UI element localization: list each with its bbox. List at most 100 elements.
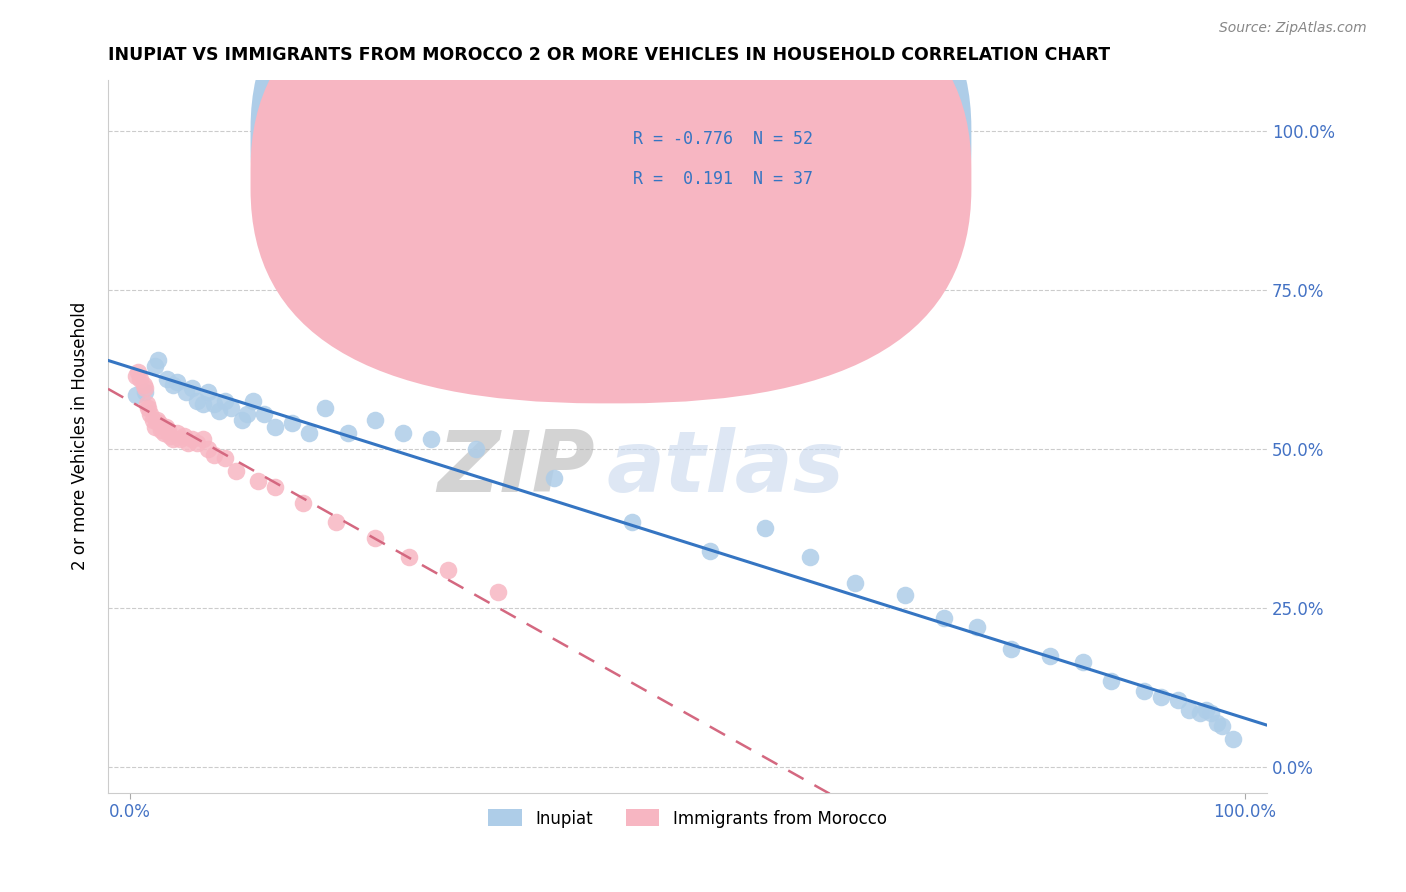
Point	[364, 531, 387, 545]
Point	[1189, 706, 1212, 720]
Point	[1039, 648, 1062, 663]
Point	[297, 425, 319, 440]
Point	[247, 474, 270, 488]
Point	[125, 388, 148, 402]
Point	[392, 425, 415, 440]
Point	[132, 378, 155, 392]
Point	[231, 413, 253, 427]
Point	[202, 448, 225, 462]
Point	[699, 543, 721, 558]
Point	[437, 563, 460, 577]
Point	[420, 433, 443, 447]
Point	[1167, 693, 1189, 707]
Point	[1150, 690, 1173, 705]
Point	[1133, 683, 1156, 698]
Point	[191, 433, 214, 447]
Point	[844, 575, 866, 590]
Point	[208, 403, 231, 417]
Point	[1199, 706, 1222, 720]
Point	[364, 413, 387, 427]
Point	[169, 433, 191, 447]
Text: ZIP: ZIP	[437, 426, 595, 509]
Point	[166, 375, 188, 389]
Point	[162, 433, 184, 447]
Point	[166, 425, 188, 440]
FancyBboxPatch shape	[250, 0, 972, 363]
Point	[150, 423, 173, 437]
Point	[1178, 703, 1201, 717]
Point	[129, 372, 152, 386]
Point	[148, 417, 170, 431]
Point	[264, 419, 287, 434]
Point	[236, 407, 259, 421]
Point	[1000, 642, 1022, 657]
Point	[966, 620, 988, 634]
Point	[214, 394, 236, 409]
Point	[219, 401, 242, 415]
Point	[139, 407, 162, 421]
Point	[253, 407, 276, 421]
Point	[242, 394, 264, 409]
Point	[191, 397, 214, 411]
Point	[159, 429, 181, 443]
Point	[180, 433, 202, 447]
Point	[464, 442, 486, 456]
Point	[177, 435, 200, 450]
Point	[134, 381, 156, 395]
Point	[202, 397, 225, 411]
Point	[1194, 703, 1216, 717]
Point	[142, 413, 165, 427]
Point	[180, 381, 202, 395]
Point	[754, 521, 776, 535]
Point	[225, 464, 247, 478]
Point	[152, 425, 174, 440]
Y-axis label: 2 or more Vehicles in Household: 2 or more Vehicles in Household	[72, 302, 89, 570]
Point	[134, 384, 156, 399]
Point	[143, 419, 166, 434]
Point	[136, 401, 159, 415]
Point	[799, 550, 821, 565]
Point	[932, 610, 955, 624]
Point	[146, 413, 169, 427]
Point	[197, 384, 219, 399]
Point	[893, 588, 915, 602]
Point	[1222, 731, 1244, 746]
Point	[136, 397, 159, 411]
Point	[325, 515, 347, 529]
Point	[186, 435, 208, 450]
Point	[543, 470, 565, 484]
Point	[486, 585, 509, 599]
Point	[186, 394, 208, 409]
Point	[156, 372, 179, 386]
Point	[155, 419, 177, 434]
Point	[398, 550, 420, 565]
Point	[1211, 719, 1233, 733]
Text: atlas: atlas	[606, 426, 845, 509]
Text: R = -0.776  N = 52: R = -0.776 N = 52	[633, 130, 813, 148]
Text: Source: ZipAtlas.com: Source: ZipAtlas.com	[1219, 21, 1367, 35]
Point	[173, 429, 195, 443]
Point	[264, 480, 287, 494]
Point	[214, 451, 236, 466]
FancyBboxPatch shape	[589, 120, 862, 196]
Point	[174, 384, 197, 399]
Point	[197, 442, 219, 456]
Point	[1205, 715, 1227, 730]
Point	[1099, 674, 1122, 689]
Point	[143, 359, 166, 373]
Point	[146, 352, 169, 367]
Point	[157, 423, 180, 437]
Point	[620, 515, 643, 529]
Point	[336, 425, 359, 440]
Point	[314, 401, 336, 415]
FancyBboxPatch shape	[250, 0, 972, 403]
Text: INUPIAT VS IMMIGRANTS FROM MOROCCO 2 OR MORE VEHICLES IN HOUSEHOLD CORRELATION C: INUPIAT VS IMMIGRANTS FROM MOROCCO 2 OR …	[108, 46, 1111, 64]
Legend: Inupiat, Immigrants from Morocco: Inupiat, Immigrants from Morocco	[482, 803, 893, 834]
Point	[1071, 655, 1094, 669]
Text: R =  0.191  N = 37: R = 0.191 N = 37	[633, 169, 813, 188]
Point	[127, 366, 149, 380]
Point	[281, 417, 304, 431]
Point	[125, 368, 148, 383]
Point	[162, 378, 184, 392]
Point	[292, 496, 315, 510]
